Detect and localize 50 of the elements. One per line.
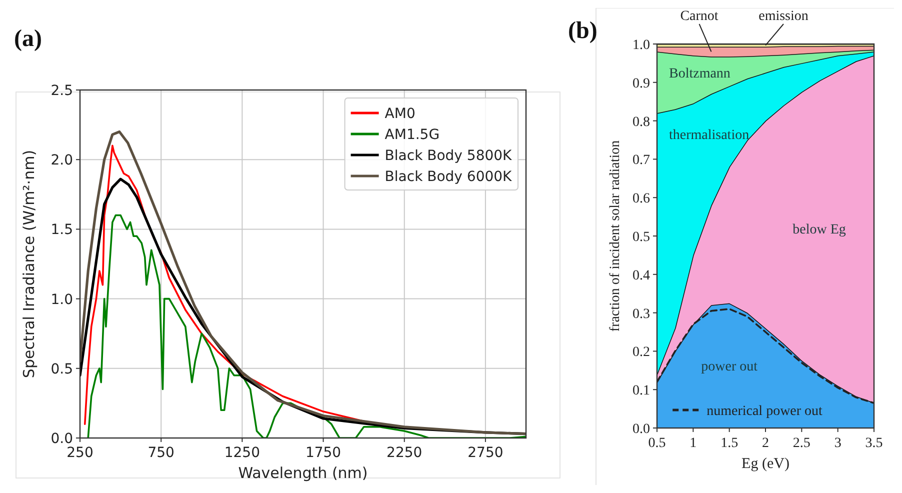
- x-tick-label: 3.5: [865, 436, 883, 451]
- y-tick-label: 0.4: [632, 268, 650, 284]
- y-axis-title: fraction of incident solar radiation: [608, 140, 623, 332]
- x-axis-title: Eg (eV): [742, 456, 790, 472]
- line-series: [657, 308, 874, 404]
- x-tick-label: 2750: [468, 445, 504, 461]
- series-label: emission: [758, 9, 808, 24]
- legend-label: numerical power out: [706, 404, 823, 419]
- x-tick-label: 250: [66, 445, 94, 461]
- chart-title: (b): [568, 18, 598, 44]
- x-tick-label: 1: [690, 436, 697, 451]
- y-tick-label: 0.9: [632, 76, 650, 92]
- series-label: Carnot: [680, 9, 718, 24]
- legend-label: AM0: [384, 106, 416, 122]
- legend-label: Black Body 6000K: [384, 169, 513, 185]
- x-tick-label: 2250: [386, 445, 422, 461]
- series-label: Boltzmann: [669, 66, 730, 82]
- y-tick-label: 2.0: [50, 152, 73, 169]
- series-label: thermalisation: [669, 128, 750, 144]
- x-tick-label: 1750: [305, 445, 342, 461]
- series-label: below Eg: [792, 222, 846, 238]
- legend-label: AM1.5G: [384, 127, 440, 143]
- y-tick-label: 0.0: [50, 431, 73, 447]
- x-tick-label: 0.5: [648, 436, 666, 451]
- x-axis-title: Wavelength (nm): [238, 464, 368, 482]
- line-series: [87, 214, 526, 438]
- y-tick-label: 0.0: [632, 422, 650, 437]
- y-tick-label: 2.5: [50, 83, 73, 99]
- y-tick-label: 1.0: [632, 38, 650, 53]
- y-tick-label: 0.5: [50, 361, 73, 378]
- y-tick-label: 0.1: [632, 384, 650, 399]
- y-tick-label: 0.8: [632, 114, 650, 130]
- x-tick-label: 1.5: [720, 436, 738, 451]
- y-tick-label: 0.3: [632, 306, 650, 322]
- x-tick-label: 2.5: [792, 436, 810, 451]
- y-tick-label: 0.5: [632, 230, 650, 245]
- y-tick-label: 1.0: [50, 292, 73, 308]
- line-series: [80, 130, 526, 436]
- x-tick-label: 1250: [224, 445, 260, 461]
- chart-title: (a): [14, 26, 42, 52]
- x-tick-label: 3: [834, 436, 842, 451]
- y-tick-label: 0.7: [632, 153, 650, 168]
- y-tick-label: 0.6: [632, 192, 650, 207]
- x-tick-label: 2: [762, 436, 769, 451]
- series-label: power out: [701, 360, 758, 375]
- y-tick-label: 0.2: [632, 345, 650, 360]
- y-tick-label: 1.5: [50, 222, 73, 238]
- x-tick-label: 750: [148, 445, 174, 461]
- y-axis-title: Spectral Irradiance (W/m²·nm): [20, 150, 38, 378]
- legend-label: Black Body 5800K: [384, 148, 513, 164]
